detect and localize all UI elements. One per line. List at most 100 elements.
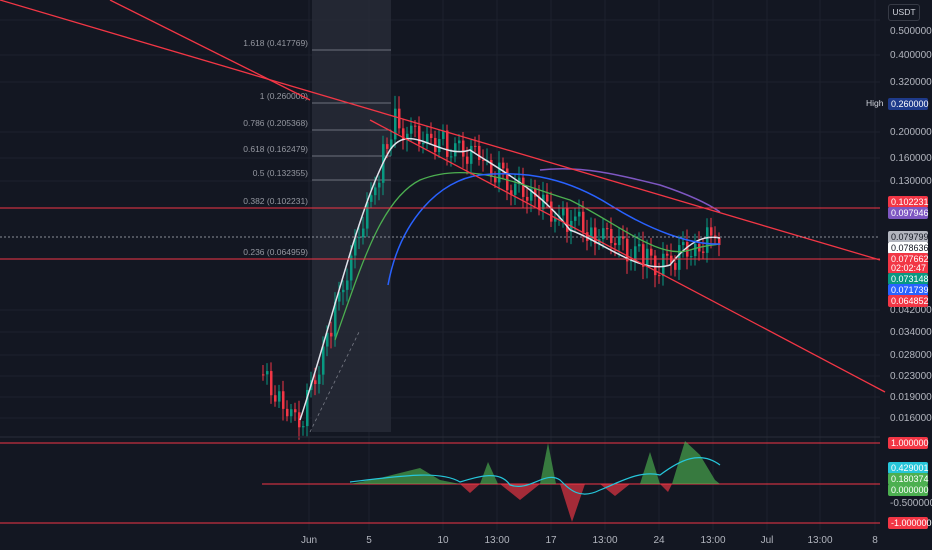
high-label: High <box>866 98 884 108</box>
candle-body <box>658 275 661 277</box>
trendlines[interactable] <box>0 0 886 393</box>
time-tick-label: 8 <box>872 535 878 546</box>
trendline <box>369 119 886 393</box>
candle-body <box>470 145 473 164</box>
candle-body <box>642 244 645 267</box>
fib-level-label: 0.5 (0.132355) <box>253 168 308 178</box>
price-axis[interactable]: 0.500000 0.400000 0.320000 0.200000 0.160000… <box>890 26 932 509</box>
price-tick-label: 0.028000 <box>890 350 932 361</box>
price-tag[interactable]: 0.000000 <box>888 484 929 496</box>
candle-body <box>478 145 481 160</box>
candle-body <box>274 395 277 402</box>
candle-body <box>334 301 337 337</box>
time-axis[interactable]: Jun 5 10 13:00 17 13:00 24 13:00 Jul 13:00 8 <box>301 535 878 546</box>
price-tag[interactable]: 0.073148 <box>888 273 929 285</box>
candle-body <box>494 176 497 183</box>
price-tag[interactable]: 0.071739 <box>888 284 929 296</box>
time-tick-label: 13:00 <box>592 535 617 546</box>
price-tag[interactable]: 02:02:47 <box>888 262 928 274</box>
candle-body <box>362 228 365 238</box>
candle-body <box>318 374 321 385</box>
candle-body <box>446 130 449 157</box>
fib-level-label: 0.618 (0.162479) <box>243 144 308 154</box>
price-tick-label: 0.500000 <box>890 26 932 37</box>
candle-body <box>294 409 297 413</box>
oscillator-pane <box>0 441 880 524</box>
time-tick-label: 13:00 <box>484 535 509 546</box>
candle-body <box>694 243 697 257</box>
candle-body <box>302 426 305 428</box>
price-tag[interactable]: -1.000000 <box>888 517 932 529</box>
ma-short-line <box>299 137 721 421</box>
time-tick-label: 5 <box>366 535 372 546</box>
candle-body <box>702 251 705 253</box>
time-tick-label: 13:00 <box>700 535 725 546</box>
candle-body <box>326 332 329 347</box>
candle-body <box>278 391 281 402</box>
candle-body <box>678 245 681 270</box>
price-tick-label: 0.042000 <box>890 305 932 316</box>
candle-body <box>538 196 541 210</box>
candle-body <box>386 144 389 149</box>
candle-body <box>490 159 493 177</box>
candle-body <box>586 232 589 241</box>
candle-body <box>422 142 425 145</box>
price-tick-label: 0.023000 <box>890 371 932 382</box>
candle-body <box>666 253 669 256</box>
price-tick-label: -0.500000 <box>890 498 932 509</box>
price-tag[interactable]: 0.429001 <box>888 462 929 474</box>
candle-body <box>322 346 325 375</box>
osc-negative-area <box>500 484 540 500</box>
price-tick-label: 0.200000 <box>890 127 932 138</box>
trendline <box>0 0 881 261</box>
candle-body <box>610 228 613 244</box>
price-tag[interactable]: 0.180374 <box>888 473 929 485</box>
candle-body <box>286 408 289 417</box>
candle-body <box>662 253 665 277</box>
candle-body <box>262 374 265 376</box>
price-tick-label: 0.019000 <box>890 392 932 403</box>
candle-body <box>354 238 357 256</box>
candle-body <box>566 207 569 232</box>
candle-body <box>410 125 413 134</box>
candle-body <box>306 389 309 427</box>
candle-body <box>614 243 617 246</box>
candlestick-series <box>262 95 721 440</box>
price-tick-label: 0.034000 <box>890 327 932 338</box>
candle-body <box>462 140 465 157</box>
candle-body <box>346 280 349 290</box>
time-tick-label: Jun <box>301 535 317 546</box>
price-tag[interactable]: 0.079799 <box>888 231 929 243</box>
candle-body <box>498 162 501 183</box>
price-tag[interactable]: 0.102231 <box>888 196 929 208</box>
candle-body <box>406 133 409 141</box>
price-tag[interactable]: 1.000000 <box>888 437 929 449</box>
candle-body <box>434 138 437 153</box>
candle-body <box>378 182 381 188</box>
candle-body <box>690 256 693 258</box>
osc-negative-area <box>460 484 480 493</box>
candle-body <box>314 380 317 385</box>
candle-body <box>554 217 557 222</box>
candle-body <box>506 168 509 191</box>
candle-body <box>510 190 513 195</box>
candle-body <box>562 207 565 216</box>
candle-body <box>282 391 285 409</box>
candle-body <box>270 371 273 396</box>
price-tag[interactable]: 0.078636 <box>888 242 929 254</box>
ma-mid-line <box>334 172 721 341</box>
candle-body <box>350 255 353 281</box>
candle-body <box>266 371 269 375</box>
price-tag[interactable]: 0.064852 <box>888 295 929 307</box>
price-tag[interactable]: 0.097946 <box>888 207 929 219</box>
candle-body <box>594 227 597 244</box>
fib-level-label: 0.382 (0.102231) <box>243 196 308 206</box>
candle-body <box>638 244 641 247</box>
candle-body <box>290 409 293 417</box>
currency-label[interactable]: USDT <box>888 4 920 21</box>
candle-body <box>414 125 417 127</box>
candle-body <box>474 145 477 147</box>
price-tick-label: 0.160000 <box>890 153 932 164</box>
